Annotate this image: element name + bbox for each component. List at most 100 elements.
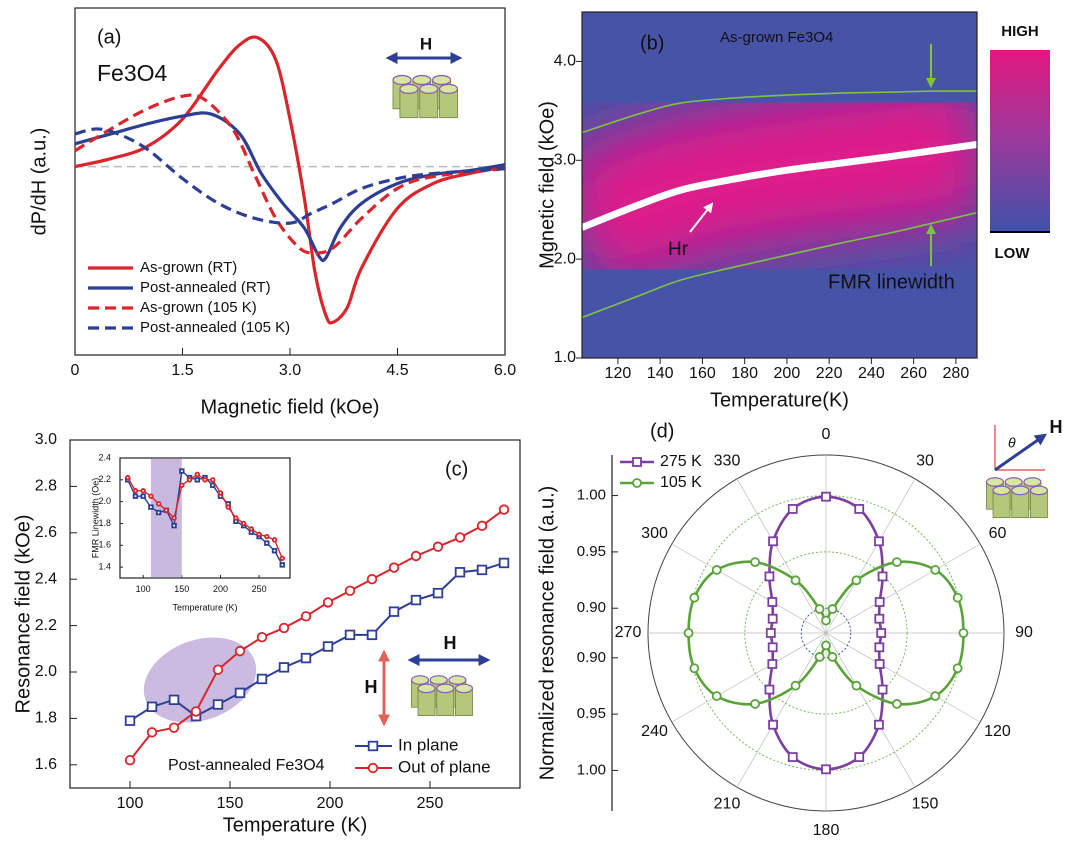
cylinder-top xyxy=(1004,477,1023,487)
series-line xyxy=(74,93,506,255)
marker-square xyxy=(632,457,642,467)
y-tick-label: 2.2 xyxy=(98,474,111,484)
series-line xyxy=(74,111,506,263)
cylinder-top xyxy=(419,83,439,95)
angle-spoke xyxy=(671,632,827,723)
marker-circle xyxy=(790,680,801,691)
marker-square xyxy=(367,740,379,752)
legend-label: 105 K xyxy=(660,474,702,491)
x-tick-label: 280 xyxy=(943,365,970,382)
marker-square xyxy=(767,642,778,653)
marker-square xyxy=(821,491,831,502)
angle-label: 240 xyxy=(641,723,668,740)
y-axis-label: Normalized resonance field (a.u.) xyxy=(536,486,558,781)
plot-frame xyxy=(581,11,978,359)
marker-circle xyxy=(367,762,379,774)
x-tick-label: 4.5 xyxy=(386,362,408,379)
marker-square xyxy=(768,536,778,547)
marker-circle xyxy=(264,533,270,540)
panel-label: (b) xyxy=(640,32,664,54)
marker-circle xyxy=(827,652,838,662)
hr-label: Hr xyxy=(668,239,689,260)
marker-circle xyxy=(171,515,177,521)
marker-circle xyxy=(248,526,255,532)
angle-label: 210 xyxy=(714,796,741,813)
cylinder-top xyxy=(436,683,455,694)
marker-square xyxy=(854,504,865,514)
marker-square xyxy=(767,659,778,669)
angle-label: 60 xyxy=(989,525,1007,542)
marker-circle xyxy=(225,504,231,510)
marker-circle xyxy=(194,471,200,478)
marker-square xyxy=(179,468,185,474)
marker-square xyxy=(148,504,154,510)
marker-circle xyxy=(851,680,862,691)
marker-square xyxy=(877,684,888,695)
marker-square xyxy=(171,522,177,529)
cylinder-top xyxy=(992,485,1011,496)
r-tick-label: 1.00 xyxy=(577,487,606,504)
y-tick-label: 2.4 xyxy=(98,452,111,462)
legend-label: Post-annealed (105 K) xyxy=(140,319,290,336)
x-tick-label: 6.0 xyxy=(494,362,516,379)
marker-circle xyxy=(148,493,154,499)
x-tick-label: 220 xyxy=(816,365,843,382)
marker-circle xyxy=(186,477,193,483)
linewidth-line xyxy=(582,211,977,319)
series-line xyxy=(74,35,506,325)
marker-square xyxy=(366,629,378,641)
marker-circle xyxy=(300,611,312,622)
legend-label: As-grown (RT) xyxy=(140,259,237,276)
y-tick-label: 2.0 xyxy=(554,250,576,267)
marker-circle xyxy=(271,537,278,543)
y-axis-label: Mgnetic field (kOe) xyxy=(536,101,558,269)
y-tick-label: 2.4 xyxy=(35,570,57,587)
x-tick-label: 250 xyxy=(417,795,444,812)
cylinder-top xyxy=(1011,485,1030,496)
marker-square xyxy=(264,540,270,546)
panel-label: (a) xyxy=(97,26,121,48)
marker-circle xyxy=(851,575,862,586)
x-axis-label: Magnetic field (kOe) xyxy=(201,396,380,418)
x-tick-label: 3.0 xyxy=(279,362,301,379)
y-tick-label: 3.0 xyxy=(554,152,576,169)
marker-square xyxy=(278,662,290,673)
angle-label: 120 xyxy=(984,723,1011,740)
cylinder-top xyxy=(412,74,432,86)
marker-circle xyxy=(233,515,239,521)
angle-spoke xyxy=(736,632,827,788)
marker-circle xyxy=(790,575,801,586)
marker-square xyxy=(765,628,776,638)
r-tick-label: 0.95 xyxy=(577,705,606,722)
y-tick-label: 3.0 xyxy=(35,431,57,448)
plot-frame xyxy=(69,439,521,789)
marker-square xyxy=(234,687,246,699)
marker-circle xyxy=(124,754,136,766)
angle-spoke xyxy=(825,632,981,723)
shaded-range xyxy=(150,459,182,577)
x-tick-label: 200 xyxy=(317,795,344,812)
marker-square xyxy=(322,641,334,652)
marker-circle xyxy=(210,477,216,483)
marker-square xyxy=(764,684,775,695)
marker-square xyxy=(168,694,180,706)
marker-circle xyxy=(689,663,700,674)
angle-spoke xyxy=(825,478,916,634)
marker-square xyxy=(874,597,885,607)
cylinder-top xyxy=(429,675,448,685)
y-tick-label: 2.0 xyxy=(98,496,111,506)
marker-square xyxy=(132,493,139,499)
x-tick-label: 1.5 xyxy=(171,362,193,379)
hr-arrow xyxy=(689,202,714,233)
marker-circle xyxy=(202,477,208,483)
marker-square xyxy=(410,594,422,606)
marker-circle xyxy=(212,664,224,675)
marker-circle xyxy=(132,488,139,494)
marker-square xyxy=(140,493,146,499)
marker-circle xyxy=(179,482,185,488)
marker-circle xyxy=(344,585,356,597)
x-tick-label: 250 xyxy=(252,584,267,594)
marker-circle xyxy=(217,490,224,496)
x-axis-label: Temperature(K) xyxy=(710,389,849,411)
